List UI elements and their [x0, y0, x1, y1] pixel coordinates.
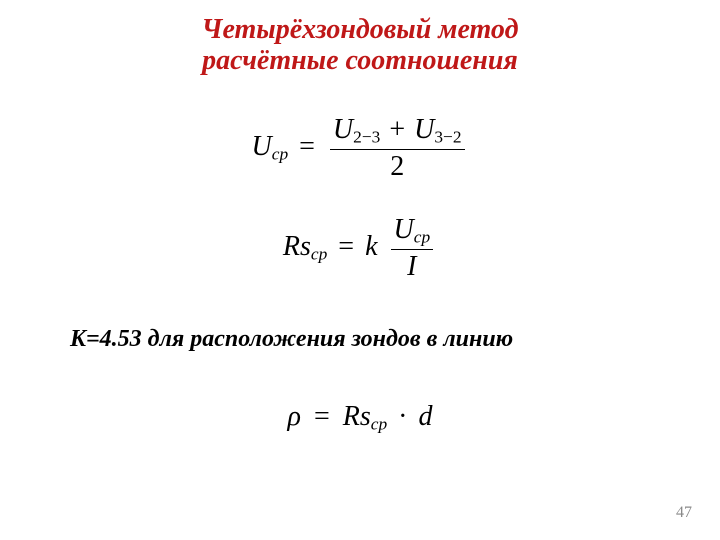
eq1-num-b-sub: 3−2: [434, 127, 461, 146]
eq3-equals: =: [308, 401, 336, 432]
eq1-den: 2: [330, 149, 465, 181]
eq2-num-var: U: [394, 214, 414, 245]
eq1-lhs-var: U: [252, 131, 272, 162]
equation-rho: ρ = Rsср · d: [0, 400, 720, 434]
eq2-num-sub: ср: [414, 227, 430, 246]
eq1-num-a-sub: 2−3: [353, 127, 380, 146]
eq3-lhs-var: ρ: [288, 401, 301, 432]
eq1-lhs-sub: ср: [272, 145, 288, 164]
title-line-2: расчётные соотношения: [202, 45, 518, 76]
eq2-den-var: I: [407, 251, 416, 282]
eq1-num-a-var: U: [333, 114, 353, 145]
eq3-tail: d: [418, 401, 432, 432]
eq2-equals: =: [334, 231, 358, 262]
title-line-1: Четырёхзондовый метод: [202, 14, 519, 45]
eq1-fraction: U2−3 + U3−2 2: [326, 115, 469, 181]
eq2-lhs-var: Rs: [283, 231, 311, 262]
eq3-dot: ·: [394, 401, 411, 432]
eq1-equals: =: [295, 131, 319, 162]
equation-rs: Rsср = k Uср I: [0, 215, 720, 281]
equation-ucp: Uср = U2−3 + U3−2 2: [0, 115, 720, 181]
eq2-lhs-sub: ср: [311, 245, 327, 264]
slide-title: Четырёхзондовый метод расчётные соотноше…: [0, 14, 720, 77]
eq1-plus: +: [387, 114, 407, 145]
eq3-rhs-var: Rs: [343, 401, 371, 432]
eq3-rhs-sub: ср: [371, 414, 387, 433]
k-value-caption: K=4.53 для расположения зондов в линию: [70, 326, 513, 353]
eq2-fraction: Uср I: [387, 215, 438, 281]
eq2-coef: k: [365, 231, 377, 262]
page-number: 47: [676, 504, 692, 522]
eq1-num-b-var: U: [414, 114, 434, 145]
